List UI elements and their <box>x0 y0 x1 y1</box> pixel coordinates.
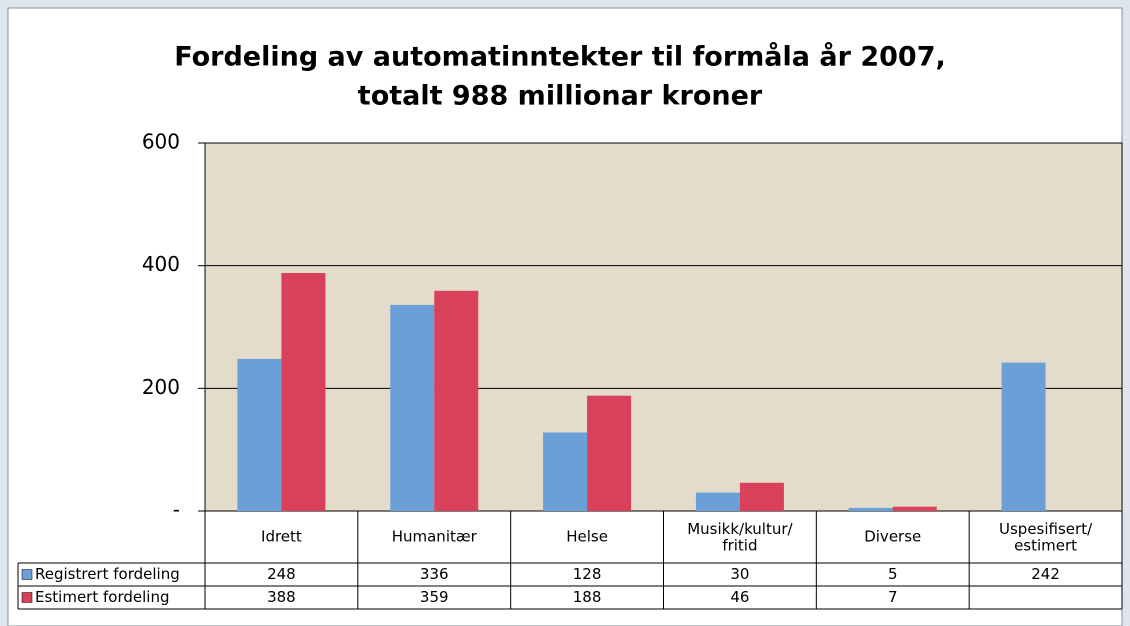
bar <box>434 290 479 511</box>
data-label: 248 <box>267 565 296 583</box>
legend-label: Registrert fordeling <box>35 565 180 583</box>
y-tick-label: 400 <box>142 252 180 276</box>
y-tick-label: - <box>173 498 180 522</box>
bar <box>695 492 740 511</box>
bar <box>739 482 784 511</box>
data-label: 30 <box>730 565 749 583</box>
legend-swatch <box>21 592 33 603</box>
x-tick-label: Musikk/kultur/fritid <box>687 519 793 554</box>
bar <box>237 358 282 511</box>
y-tick-label: 600 <box>142 130 180 154</box>
chart-title: Fordeling av automatinntekter til formål… <box>174 41 946 73</box>
bar <box>892 506 937 511</box>
data-label: 188 <box>573 588 602 606</box>
bar <box>390 304 435 511</box>
data-label: 5 <box>888 565 898 583</box>
data-label: 388 <box>267 588 296 606</box>
bar <box>848 507 893 511</box>
legend-label: Estimert fordeling <box>35 588 169 606</box>
data-label: 242 <box>1031 565 1060 583</box>
bar <box>281 273 326 511</box>
bar <box>543 432 588 511</box>
data-label: 46 <box>730 588 749 606</box>
data-label: 359 <box>420 588 449 606</box>
x-tick-label: Diverse <box>864 528 921 546</box>
data-label: 7 <box>888 588 898 606</box>
plot-area <box>204 142 1123 512</box>
bar <box>1001 362 1046 511</box>
x-tick-label: Uspesifisert/estimert <box>999 519 1093 554</box>
y-tick-label: 200 <box>142 375 180 399</box>
legend-swatch <box>21 569 33 580</box>
chart-title: totalt 988 millionar kroner <box>358 81 763 112</box>
x-tick-label: Humanitær <box>392 528 478 546</box>
bar <box>587 395 632 511</box>
x-tick-label: Idrett <box>261 528 302 546</box>
x-tick-label: Helse <box>566 528 608 546</box>
data-label: 336 <box>420 565 449 583</box>
data-label: 128 <box>573 565 602 583</box>
